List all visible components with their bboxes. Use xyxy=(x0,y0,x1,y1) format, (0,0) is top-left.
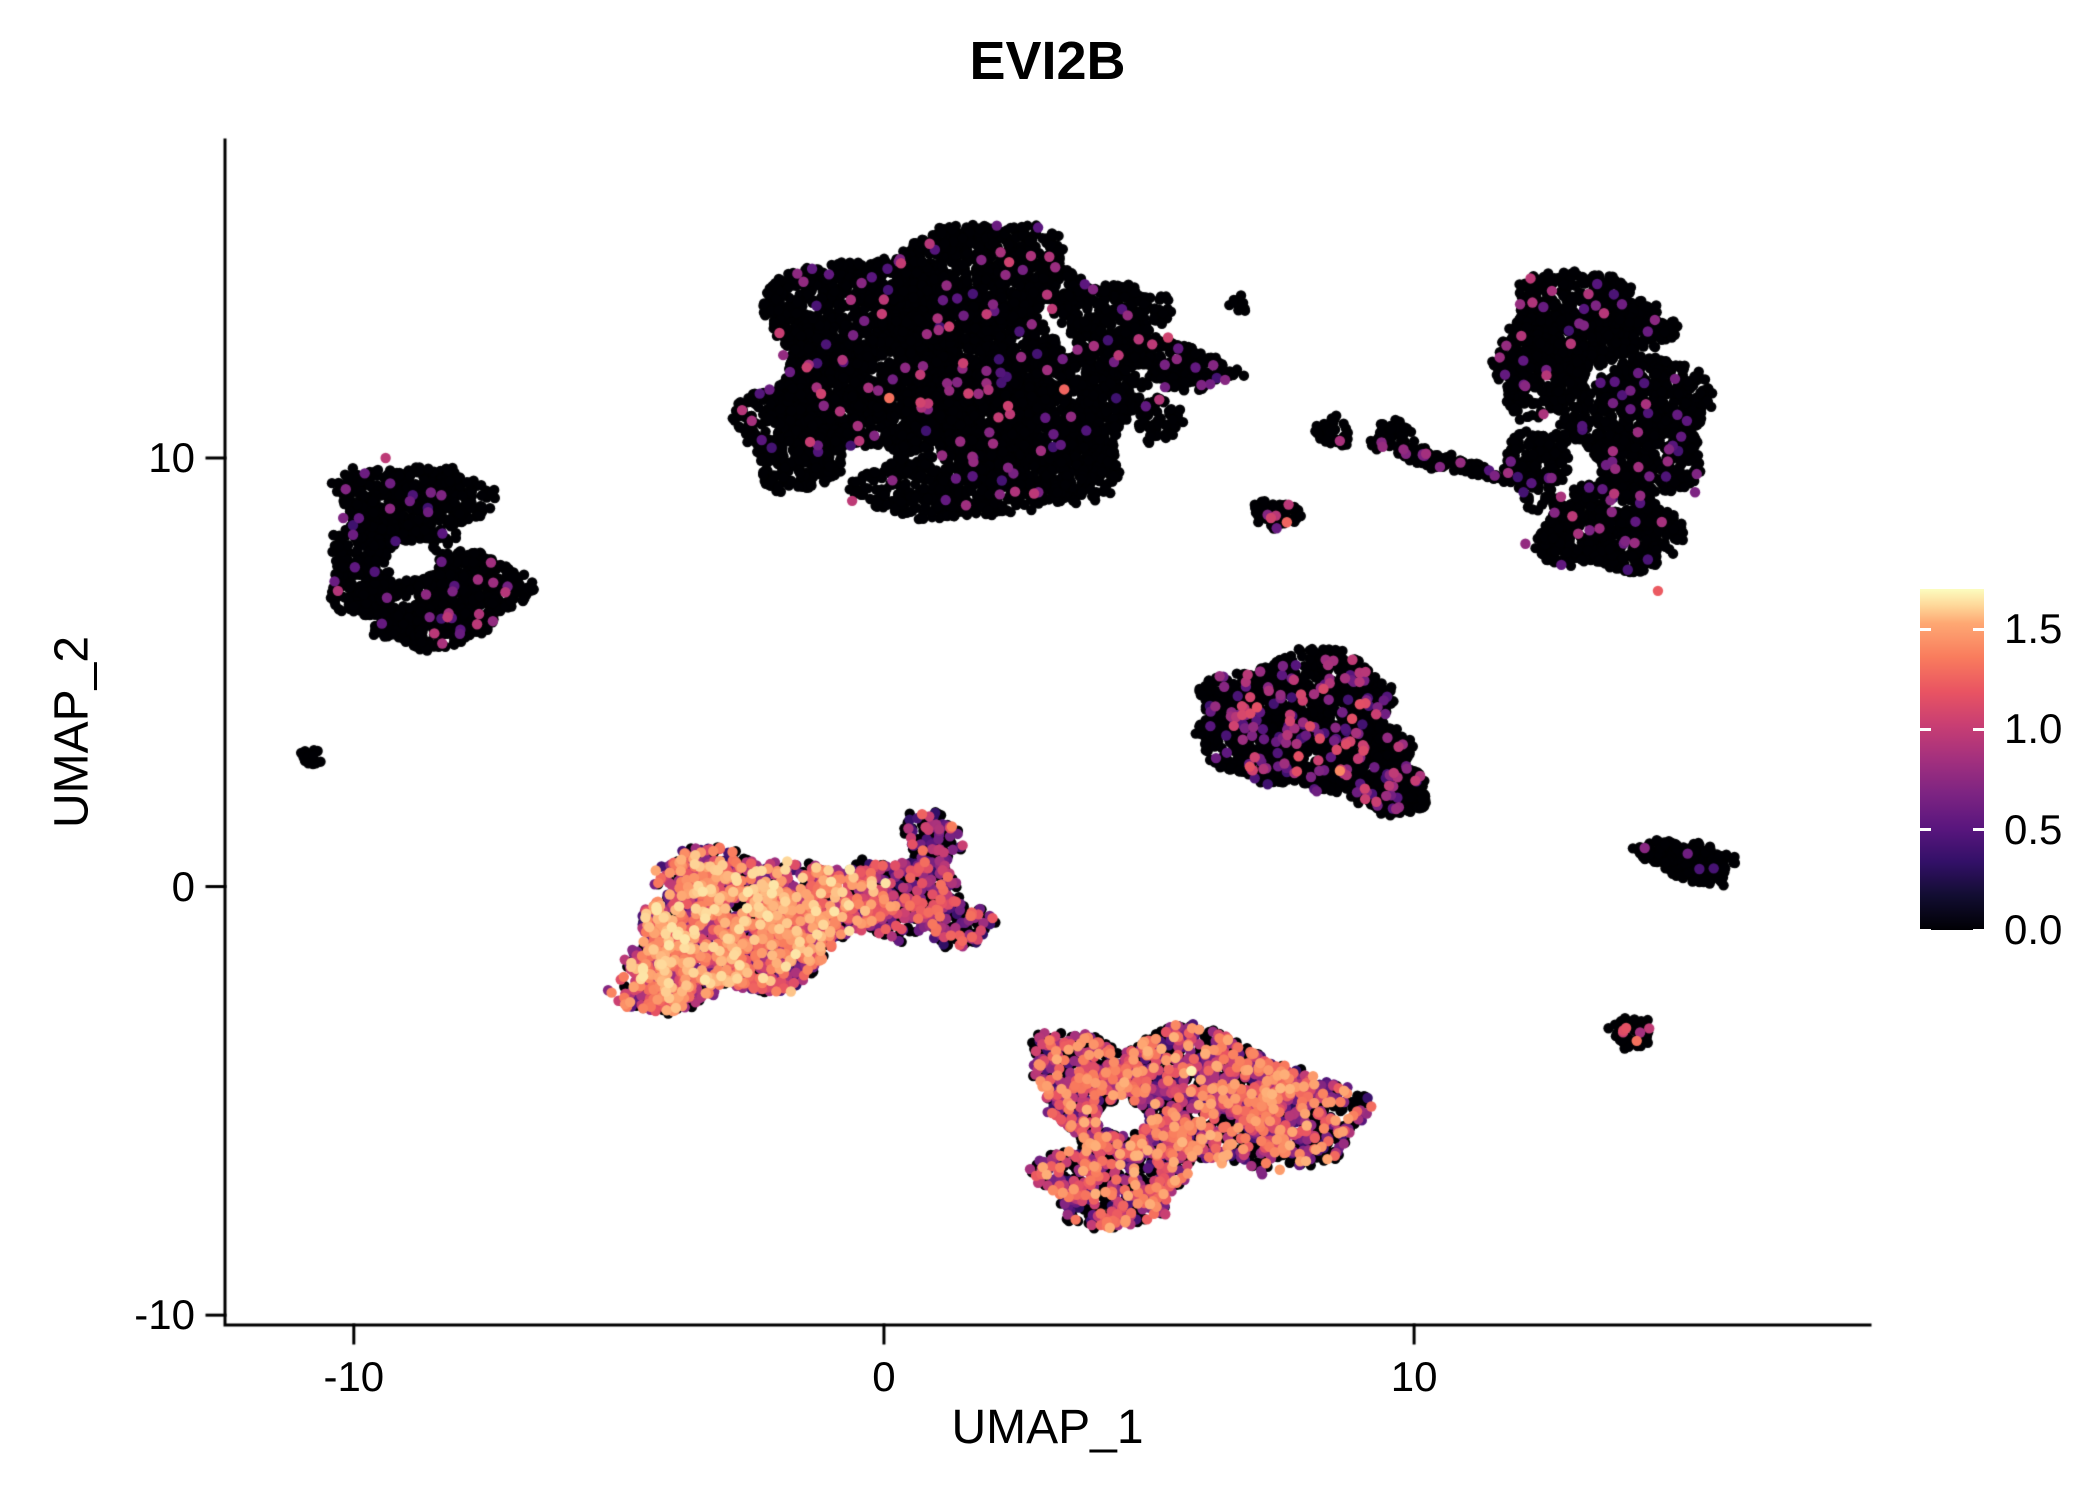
x-tick-label: 10 xyxy=(1390,1353,1438,1400)
y-tick-label: 0 xyxy=(171,862,195,910)
y-axis-label: UMAP_2 xyxy=(45,635,99,829)
x-axis-label: UMAP_1 xyxy=(951,1401,1144,1454)
x-tick-label: 0 xyxy=(872,1353,896,1400)
plot-title: EVI2B xyxy=(969,31,1126,91)
x-tick-label: -10 xyxy=(323,1353,385,1400)
y-tick-label: -10 xyxy=(134,1291,195,1339)
y-tick-label: 10 xyxy=(148,434,195,481)
